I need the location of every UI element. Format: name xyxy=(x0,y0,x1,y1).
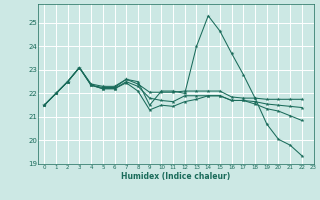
X-axis label: Humidex (Indice chaleur): Humidex (Indice chaleur) xyxy=(121,172,231,181)
